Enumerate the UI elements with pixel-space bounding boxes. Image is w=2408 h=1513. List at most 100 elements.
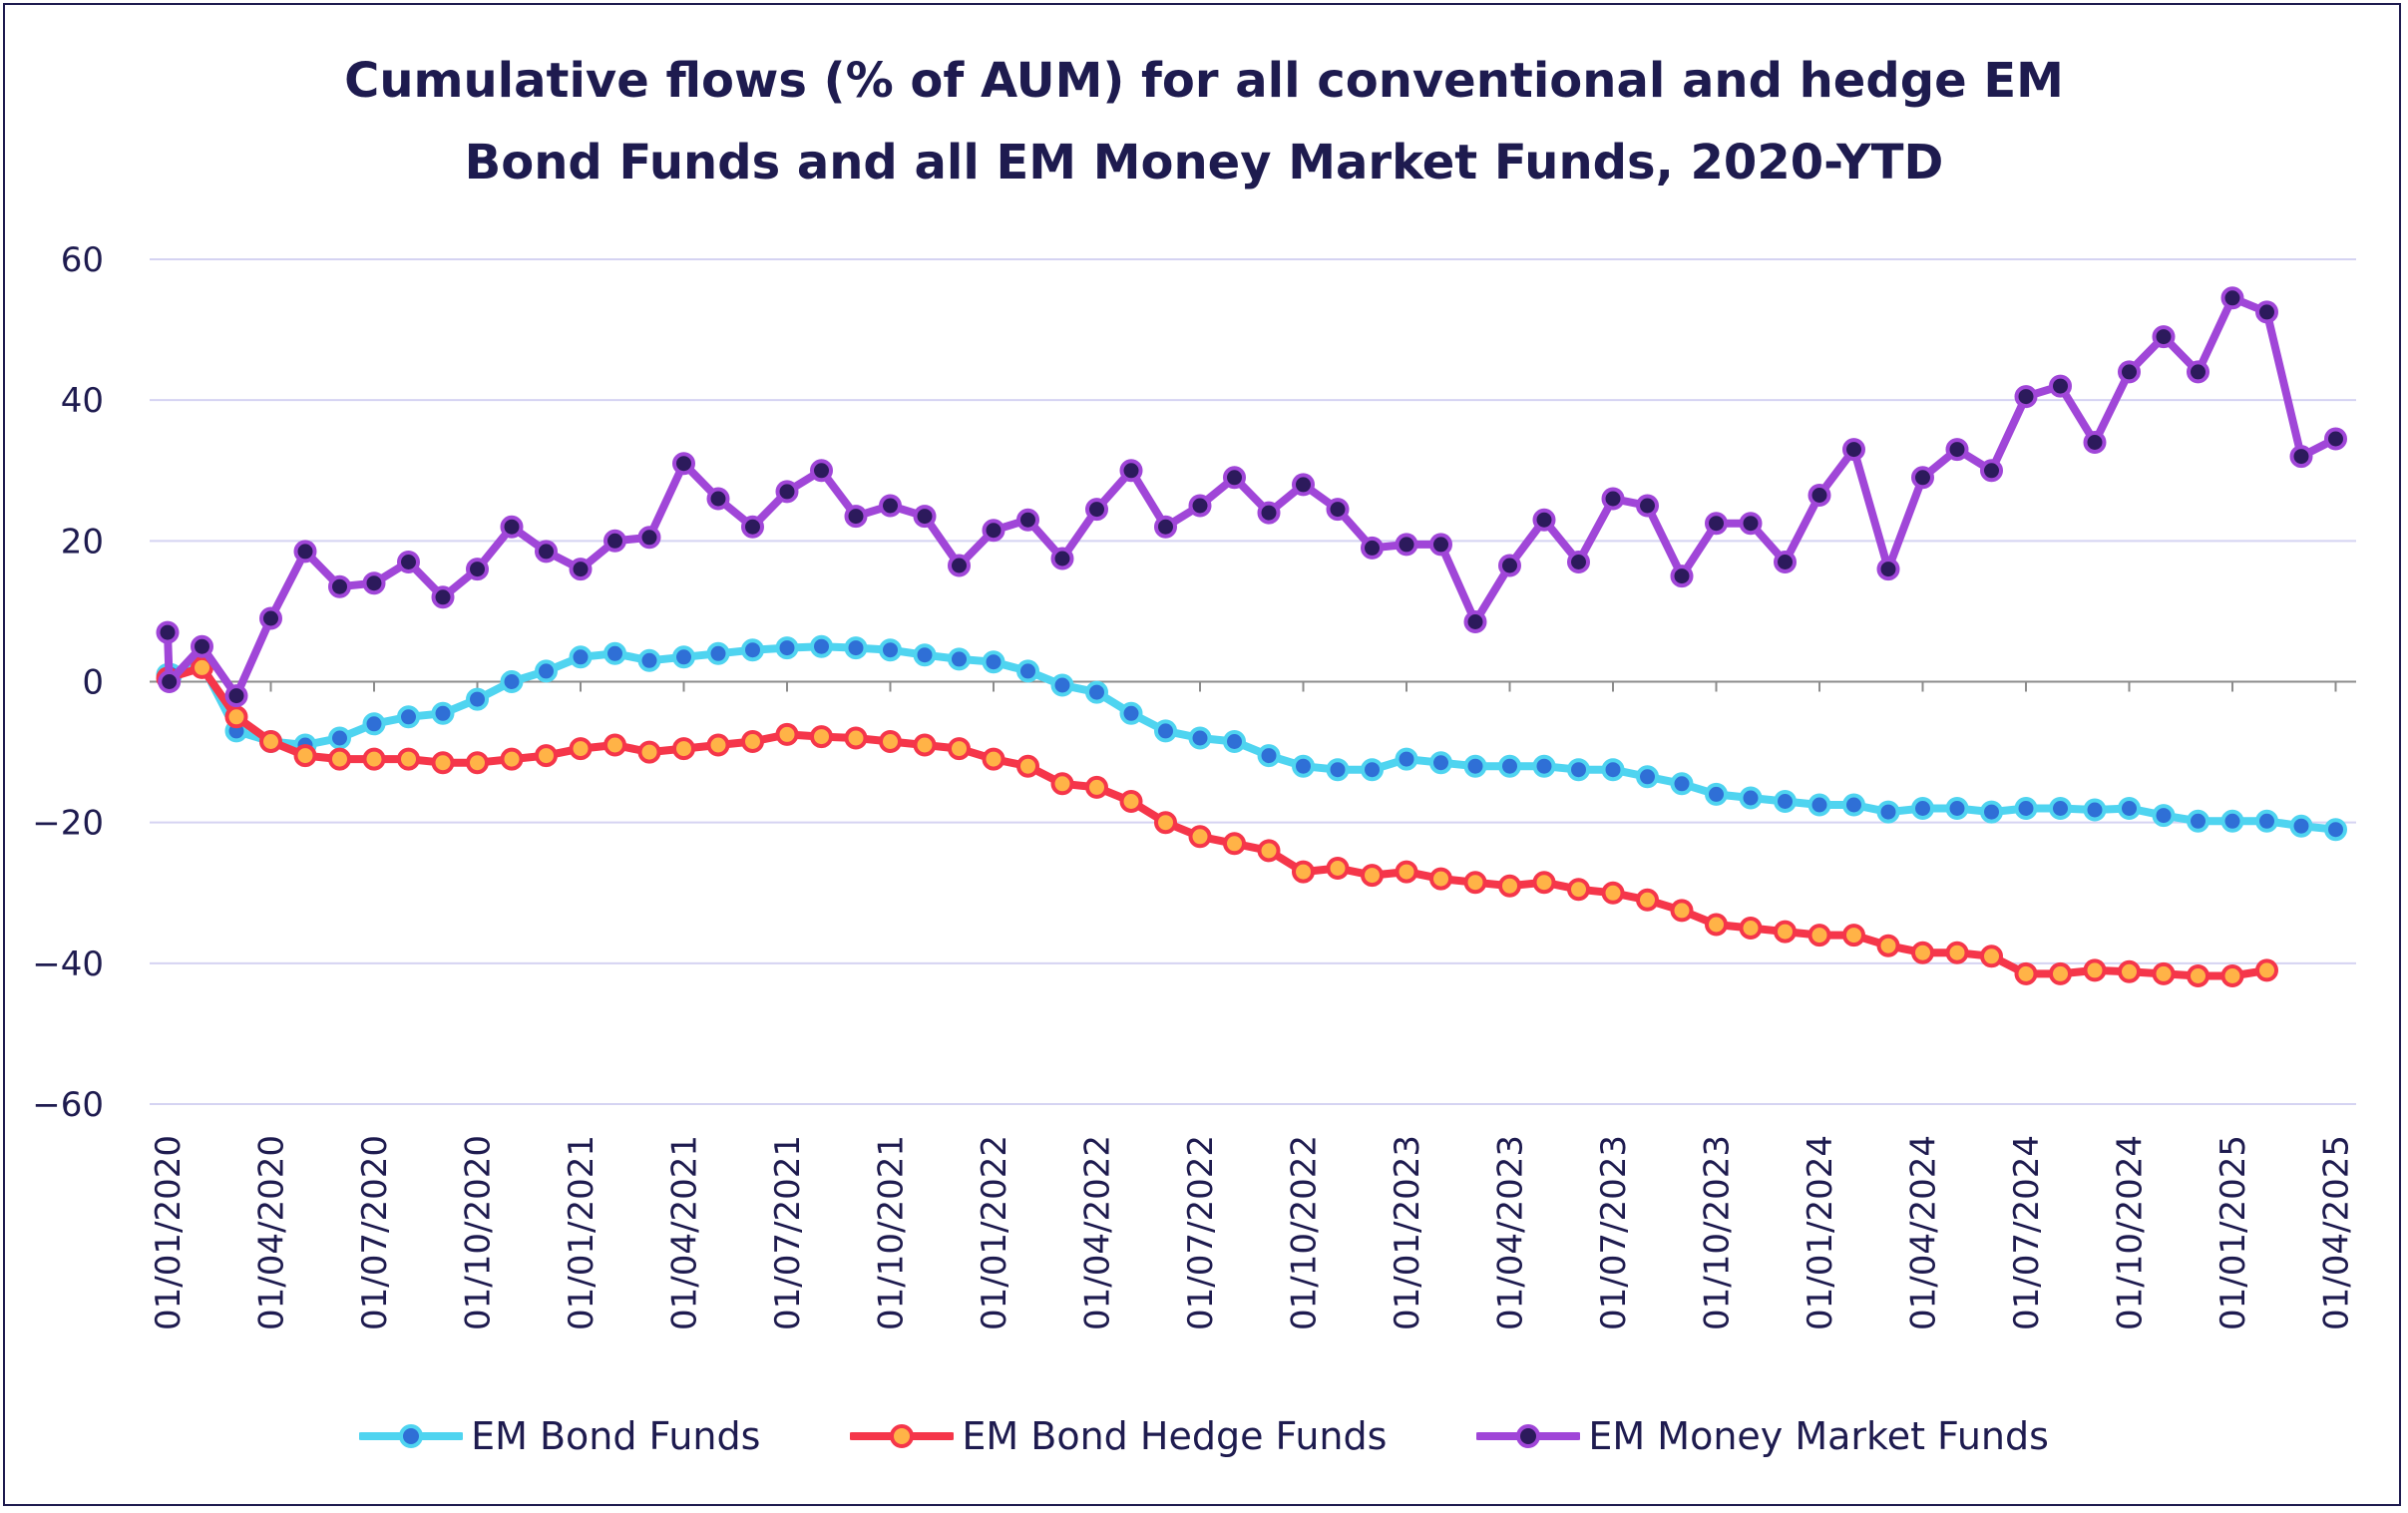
data-point — [1050, 673, 1074, 697]
legend-label-em-bond-funds: EM Bond Funds — [471, 1414, 761, 1458]
data-point — [1016, 754, 1039, 778]
data-point — [1463, 610, 1487, 633]
data-point — [1670, 772, 1694, 796]
data-point — [191, 655, 213, 679]
data-point — [1532, 754, 1556, 778]
data-point — [431, 585, 455, 609]
data-point — [569, 558, 593, 581]
data-point — [259, 730, 282, 753]
y-tick-label: −60 — [32, 1085, 104, 1125]
x-tick-label: 01/04/2020 — [252, 1135, 292, 1330]
data-point — [879, 638, 902, 662]
data-point — [535, 659, 558, 683]
x-tick-label: 01/10/2021 — [872, 1135, 912, 1330]
data-point — [913, 643, 937, 667]
x-tick-label: 01/04/2025 — [2317, 1135, 2357, 1330]
series-line-em-money-market-funds — [164, 293, 2340, 700]
data-point — [328, 726, 351, 750]
data-point — [913, 505, 937, 529]
x-tick-label: 01/10/2020 — [459, 1135, 499, 1330]
data-point — [982, 650, 1005, 674]
data-point — [1292, 754, 1315, 778]
data-point — [1739, 917, 1763, 940]
data-point — [2324, 818, 2347, 842]
data-point — [1085, 775, 1108, 799]
data-point — [1842, 793, 1865, 817]
data-point — [879, 494, 902, 518]
data-point — [603, 733, 626, 757]
data-point — [741, 730, 764, 753]
data-point — [1498, 754, 1521, 778]
data-point — [1567, 878, 1590, 902]
data-point — [1567, 551, 1590, 573]
data-point — [328, 574, 351, 598]
data-point — [637, 648, 661, 672]
data-point — [466, 687, 489, 711]
data-point — [706, 733, 730, 757]
data-point — [1601, 758, 1625, 782]
y-tick-label: −40 — [32, 945, 104, 984]
data-point — [500, 515, 524, 539]
legend-item-em-bond-hedge-funds[interactable]: EM Bond Hedge Funds — [850, 1414, 1387, 1458]
data-point — [1223, 466, 1246, 490]
y-tick-label: 40 — [61, 381, 104, 421]
chart-title-line-2: Bond Funds and all EM Money Market Funds… — [464, 135, 1944, 190]
data-point — [1636, 888, 1659, 912]
data-point — [500, 670, 524, 693]
data-point — [2014, 797, 2038, 820]
data-point — [191, 634, 213, 658]
data-point — [1326, 857, 1350, 880]
data-point — [1636, 765, 1659, 789]
data-point — [1601, 487, 1625, 511]
data-point — [1016, 508, 1039, 532]
data-point — [328, 747, 351, 771]
data-point — [2255, 300, 2278, 324]
x-tick-label: 01/01/2025 — [2213, 1135, 2253, 1330]
legend-swatch-em-money-market-funds — [1476, 1424, 1581, 1448]
chart-title: Cumulative flows (% of AUM) for all conv… — [0, 40, 2408, 203]
series-em-money-market-funds — [156, 286, 2347, 708]
data-point — [1705, 782, 1728, 806]
data-point — [1705, 913, 1728, 937]
data-point — [775, 636, 799, 660]
legend: EM Bond Funds EM Bond Hedge Funds EM Mon… — [0, 1406, 2408, 1466]
data-point — [1188, 494, 1212, 518]
data-point — [1361, 536, 1384, 560]
data-point — [1292, 473, 1315, 497]
data-point — [1154, 515, 1177, 539]
legend-item-em-money-market-funds[interactable]: EM Money Market Funds — [1476, 1414, 2049, 1458]
x-tick-label: 01/01/2023 — [1388, 1135, 1427, 1330]
series-em-bond-hedge-funds — [156, 655, 2278, 987]
legend-item-em-bond-funds[interactable]: EM Bond Funds — [359, 1414, 760, 1458]
x-tick-label: 01/07/2020 — [355, 1135, 395, 1330]
data-point — [1292, 860, 1315, 884]
data-point — [2289, 445, 2313, 469]
data-point — [741, 515, 764, 539]
data-point — [224, 705, 248, 729]
data-point — [1945, 941, 1969, 964]
data-point — [1498, 554, 1521, 577]
data-point — [1876, 800, 1900, 824]
data-point — [1050, 547, 1074, 570]
data-point — [1395, 747, 1418, 771]
x-tick-label: 01/07/2024 — [2007, 1135, 2047, 1330]
data-point — [706, 641, 730, 665]
data-point — [1876, 934, 1900, 957]
y-tick-label: 20 — [61, 522, 104, 562]
legend-swatch-em-bond-hedge-funds — [850, 1424, 955, 1448]
data-point — [1980, 800, 2003, 824]
data-point — [535, 744, 558, 768]
data-point — [2187, 964, 2209, 987]
data-point — [810, 634, 833, 658]
data-point — [844, 505, 868, 529]
data-point — [2152, 961, 2176, 985]
data-point — [1739, 512, 1763, 536]
data-point — [1567, 758, 1590, 782]
data-point — [1911, 466, 1934, 490]
x-tick-label: 01/10/2024 — [2111, 1135, 2151, 1330]
data-point — [2324, 427, 2347, 451]
data-point — [1739, 786, 1763, 810]
y-axis-ticks: 60 40 20 0 −20 −40 −60 — [32, 240, 104, 1125]
x-tick-label: 01/04/2021 — [665, 1135, 705, 1330]
